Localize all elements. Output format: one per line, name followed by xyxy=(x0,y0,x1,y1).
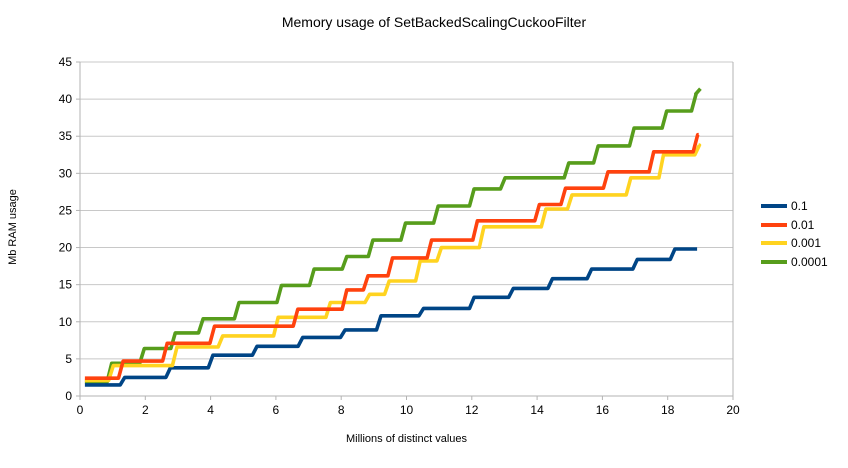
legend: 0.1 0.01 0.001 0.0001 xyxy=(761,197,828,271)
x-tick-label: 2 xyxy=(142,403,149,417)
legend-swatch xyxy=(761,222,787,227)
legend-item-0.1: 0.1 xyxy=(761,197,828,216)
x-tick-label: 18 xyxy=(661,403,675,417)
y-tick-label: 30 xyxy=(59,166,73,180)
y-axis-title: Mb RAM usage xyxy=(7,189,19,265)
y-tick-label: 35 xyxy=(59,129,73,143)
y-tick-label: 45 xyxy=(59,55,73,69)
x-tick-label: 16 xyxy=(596,403,610,417)
y-tick-label: 10 xyxy=(59,315,73,329)
x-tick-label: 20 xyxy=(726,403,740,417)
legend-label: 0.0001 xyxy=(791,254,828,269)
y-tick-label: 0 xyxy=(65,389,72,403)
series-line-0.001 xyxy=(84,143,702,383)
y-tick-label: 40 xyxy=(59,92,73,106)
legend-label: 0.1 xyxy=(791,199,808,214)
chart-title: Memory usage of SetBackedScalingCuckooFi… xyxy=(281,14,587,30)
y-tick-label: 5 xyxy=(65,352,72,366)
x-tick-label: 12 xyxy=(465,403,479,417)
x-tick-label: 10 xyxy=(400,403,414,417)
y-tick-label: 15 xyxy=(59,278,73,292)
legend-swatch xyxy=(761,241,787,246)
y-tick-label: 25 xyxy=(59,203,73,217)
legend-label: 0.001 xyxy=(791,236,822,251)
x-tick-label: 14 xyxy=(530,403,544,417)
x-axis-title: Millions of distinct values xyxy=(345,433,468,445)
y-tick-label: 20 xyxy=(59,241,73,255)
x-tick-label: 6 xyxy=(273,403,280,417)
series-line-0.01 xyxy=(84,132,700,381)
series-line-0.0001 xyxy=(84,87,702,384)
legend-label: 0.01 xyxy=(791,217,815,232)
x-tick-label: 0 xyxy=(77,403,84,417)
series-line-0.1 xyxy=(84,247,698,387)
legend-swatch xyxy=(761,204,787,209)
legend-item-0.01: 0.01 xyxy=(761,216,828,235)
legend-item-0.001: 0.001 xyxy=(761,234,828,253)
legend-item-0.0001: 0.0001 xyxy=(761,253,828,272)
x-tick-label: 8 xyxy=(338,403,345,417)
legend-swatch xyxy=(761,259,787,264)
x-tick-label: 4 xyxy=(207,403,214,417)
